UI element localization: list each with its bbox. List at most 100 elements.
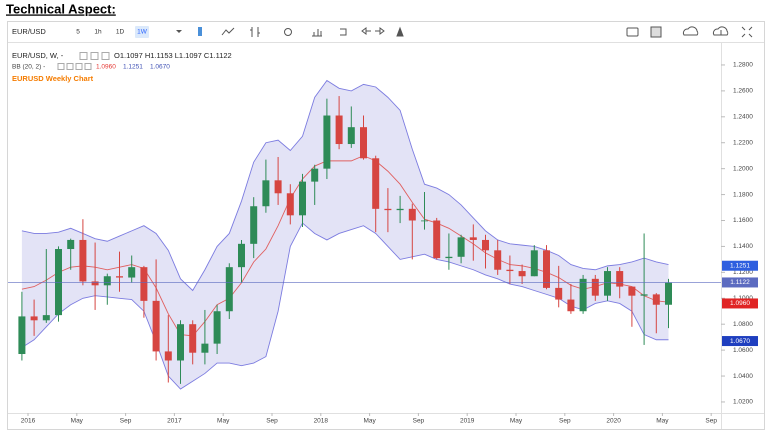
x-tick-label: Sep	[705, 418, 717, 425]
settings-icon[interactable]	[284, 28, 292, 36]
legend-indicator: BB (20, 2) -	[12, 64, 45, 71]
bars-icon[interactable]	[250, 27, 260, 37]
candle-body	[128, 267, 136, 278]
y-tick-label: 1.0600	[733, 347, 753, 354]
x-tick-label: May	[363, 418, 376, 425]
candle-body	[103, 276, 111, 286]
candle-body	[323, 115, 331, 169]
y-tick-label: 1.0800	[733, 321, 753, 328]
candle-body	[445, 256, 453, 259]
fullscreen-icon[interactable]	[741, 26, 753, 38]
alert-icon[interactable]	[396, 26, 404, 37]
price-badge: 1.0960	[730, 300, 750, 307]
y-tick-label: 1.1200	[733, 269, 753, 276]
candle-body	[665, 282, 672, 305]
indicator-buttons	[57, 63, 92, 70]
candle-body	[79, 239, 87, 282]
x-tick-label: Sep	[413, 418, 425, 425]
legend-buttons	[79, 52, 110, 60]
interval-button[interactable]: 1h	[94, 29, 102, 36]
y-tick-label: 1.2200	[733, 139, 753, 146]
band-middle	[21, 155, 669, 337]
candle-body	[494, 250, 502, 270]
candle-body	[433, 220, 441, 259]
candle-body	[543, 250, 550, 288]
interval-button[interactable]: 5	[76, 29, 80, 36]
candle-body	[372, 158, 380, 209]
candle-body	[30, 316, 38, 321]
y-tick-label: 1.2600	[733, 88, 753, 95]
price-badge: 1.0670	[730, 338, 750, 345]
y-tick-label: 1.0200	[733, 399, 753, 406]
y-tick-label: 1.0400	[733, 373, 753, 380]
x-tick-label: Sep	[120, 418, 132, 425]
x-tick-label: May	[217, 418, 230, 425]
candle-body	[579, 278, 587, 312]
candle-body	[262, 180, 270, 207]
candle-body	[238, 243, 245, 268]
x-tick-label: 2016	[21, 418, 36, 425]
candle-body	[640, 294, 648, 296]
candle-body	[213, 311, 221, 344]
redo-icon[interactable]	[375, 27, 385, 35]
candle-body	[506, 269, 514, 272]
price-badge-bg	[722, 336, 758, 347]
indicator-value: 1.0960	[96, 64, 116, 71]
undo-icon[interactable]	[361, 27, 371, 35]
x-tick-label: Sep	[266, 418, 278, 425]
line-icon[interactable]	[221, 27, 235, 36]
legend-symbol: EUR/USD, W, -	[12, 51, 64, 60]
toolbar-symbol[interactable]: EUR/USD	[12, 27, 46, 36]
candle-icon[interactable]	[198, 27, 202, 36]
layout-icon[interactable]	[650, 26, 662, 38]
candle-body	[152, 300, 160, 352]
plot-layer	[8, 79, 721, 390]
interval-button[interactable]: 1W	[137, 29, 148, 36]
x-tick-label: 2020	[606, 418, 621, 425]
candle-body	[225, 267, 233, 312]
x-tick-label: May	[510, 418, 523, 425]
candle-body	[286, 193, 294, 216]
candle-body	[177, 324, 184, 361]
candle-body	[164, 351, 172, 361]
candle-body	[189, 324, 197, 353]
x-tick-label: May	[656, 418, 669, 425]
candle-body	[591, 278, 599, 296]
candle-body	[201, 343, 209, 353]
band-lower	[21, 222, 669, 390]
candle-body	[18, 316, 26, 355]
chart-title: EURUSD Weekly Chart	[12, 74, 94, 83]
x-tick-label: Sep	[559, 418, 571, 425]
y-tick-label: 1.2800	[733, 62, 753, 69]
candle-body	[91, 281, 99, 286]
candle-body	[67, 239, 75, 250]
price-badge-bg	[722, 298, 758, 309]
candle-body	[457, 237, 465, 257]
candle-body	[116, 276, 123, 278]
candle-body	[311, 168, 319, 182]
chart-frame	[7, 21, 765, 430]
candle-body	[628, 286, 636, 296]
candle-body	[408, 208, 416, 221]
plot-area	[8, 79, 721, 390]
interval-button[interactable]: 1D	[116, 29, 125, 36]
x-tick-label: 2017	[167, 418, 182, 425]
page-title: Technical Aspect:	[6, 1, 116, 16]
candle-body	[140, 267, 148, 301]
candle-body	[299, 181, 306, 216]
candle-body	[347, 127, 355, 145]
candle-body	[42, 315, 50, 321]
legend-ohlc: O1.1097 H1.1153 L1.1097 C1.1122	[114, 51, 232, 60]
candle-body	[469, 237, 477, 240]
compare-icon[interactable]	[312, 29, 322, 37]
candle-body	[274, 180, 282, 194]
indicator-icon[interactable]	[340, 28, 347, 36]
save-icon[interactable]	[712, 26, 729, 36]
candle-body	[530, 250, 538, 277]
last-price-badge: 1.1122	[730, 279, 750, 286]
camera-icon[interactable]	[626, 27, 639, 37]
indicator-value: 1.1251	[123, 64, 143, 71]
cloud-icon[interactable]	[682, 26, 699, 36]
interval-dropdown[interactable]	[176, 30, 182, 33]
